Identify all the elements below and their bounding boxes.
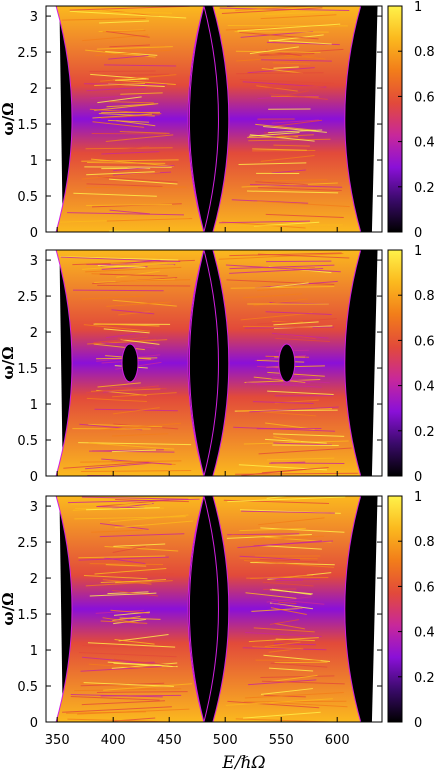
xtick-label: 350 bbox=[45, 733, 70, 748]
empty-region-left bbox=[46, 250, 63, 476]
colorbar-tick-label: 0.2 bbox=[414, 671, 435, 686]
ytick-label: 0 bbox=[30, 716, 38, 731]
lobe-texture-left bbox=[62, 496, 200, 722]
xtick-label: 400 bbox=[101, 733, 126, 748]
ytick-label: 0 bbox=[30, 470, 38, 485]
ytick-label: 0 bbox=[30, 226, 38, 241]
y-axis-label: ω/Ω bbox=[0, 592, 17, 625]
central-gap bbox=[188, 496, 219, 722]
colorbar-tick-label: 0.4 bbox=[414, 626, 435, 641]
plot-frame bbox=[45, 5, 383, 233]
lobe-texture-right bbox=[223, 496, 348, 722]
ytick-label: 2 bbox=[30, 572, 38, 587]
colorbar-tick-label: 0.2 bbox=[414, 425, 435, 440]
colorbar-tick-label: 0 bbox=[414, 716, 422, 731]
lobe-texture-left bbox=[60, 256, 195, 476]
y-axis-label: ω/Ω bbox=[0, 102, 17, 135]
plot-frame bbox=[45, 249, 383, 477]
xtick-label: 600 bbox=[325, 733, 350, 748]
ytick-label: 1 bbox=[30, 398, 38, 413]
colorbar-tick-label: 0.2 bbox=[414, 181, 435, 196]
spectral-lobe-left bbox=[55, 496, 205, 722]
inner-gap-left bbox=[121, 343, 139, 383]
colorbar bbox=[387, 249, 403, 477]
colorbar-tick-label: 0 bbox=[414, 470, 422, 485]
empty-region-left bbox=[46, 496, 63, 722]
xtick-label: 500 bbox=[213, 733, 238, 748]
y-axis-label: ω/Ω bbox=[0, 346, 17, 379]
colorbar-tick-label: 0.8 bbox=[414, 45, 435, 60]
ytick-label: 0.5 bbox=[17, 434, 38, 449]
colorbar-tick-label: 1 bbox=[414, 0, 422, 15]
colorbar-tick-label: 1 bbox=[414, 244, 422, 259]
ytick-label: 0.5 bbox=[17, 190, 38, 205]
colorbar-tick-label: 0.6 bbox=[414, 580, 435, 595]
panel-bottom: 0 0.5 1 1.5 2 2.5 3 ω/Ω 0 0.2 0.4 0.6 0.8 1 350 400 450 5… bbox=[0, 490, 435, 773]
colorbar-tick-label: 0 bbox=[414, 226, 422, 241]
central-gap bbox=[188, 250, 219, 476]
colorbar-tick-label: 0.8 bbox=[414, 289, 435, 304]
heatmap-body bbox=[55, 250, 362, 476]
lobe-texture-right bbox=[216, 6, 350, 232]
lobe-texture-left bbox=[59, 6, 203, 232]
plot-frame bbox=[45, 495, 383, 723]
heatmap-body bbox=[55, 6, 362, 232]
ytick-label: 0.5 bbox=[17, 680, 38, 695]
colorbar-tick-label: 0.6 bbox=[414, 90, 435, 105]
colorbar bbox=[387, 495, 403, 723]
spectral-lobe-left bbox=[55, 6, 205, 232]
empty-region-left bbox=[46, 6, 63, 232]
colorbar-tick-label: 0.6 bbox=[414, 334, 435, 349]
ytick-label: 2.5 bbox=[17, 290, 38, 305]
ytick-label: 2.5 bbox=[17, 46, 38, 61]
ytick-label: 3 bbox=[30, 10, 38, 25]
colorbar-tick-label: 0.4 bbox=[414, 136, 435, 151]
colorbar-tick-label: 0.4 bbox=[414, 380, 435, 395]
x-axis-label: E/ℏΩ bbox=[221, 753, 265, 773]
ytick-label: 2 bbox=[30, 82, 38, 97]
panel-top: 0 0.5 1 1.5 2 2.5 3 ω/Ω 0 0.2 0.4 0.6 0.8 1 bbox=[0, 0, 435, 241]
empty-region-right bbox=[371, 250, 382, 476]
ytick-label: 1.5 bbox=[17, 118, 38, 133]
heatmap-body bbox=[55, 496, 362, 722]
ytick-label: 2 bbox=[30, 326, 38, 341]
colorbar-tick-label: 1 bbox=[414, 490, 422, 505]
ytick-label: 1.5 bbox=[17, 608, 38, 623]
ytick-label: 2.5 bbox=[17, 536, 38, 551]
lobe-texture-right bbox=[218, 252, 359, 476]
ytick-label: 1.5 bbox=[17, 362, 38, 377]
colorbar-tick-label: 0.8 bbox=[414, 535, 435, 550]
colorbar bbox=[387, 5, 403, 233]
empty-region-right bbox=[371, 6, 382, 232]
inner-gap-right bbox=[278, 343, 296, 383]
panel-middle: 0 0.5 1 1.5 2 2.5 3 ω/Ω 0 0.2 0.4 0.6 0.8 1 bbox=[0, 244, 435, 485]
ytick-label: 3 bbox=[30, 500, 38, 515]
empty-region-right bbox=[371, 496, 382, 722]
ytick-label: 3 bbox=[30, 254, 38, 269]
ytick-label: 1 bbox=[30, 154, 38, 169]
ytick-label: 1 bbox=[30, 644, 38, 659]
xtick-label: 450 bbox=[157, 733, 182, 748]
xtick-label: 550 bbox=[269, 733, 294, 748]
central-gap bbox=[188, 6, 219, 232]
